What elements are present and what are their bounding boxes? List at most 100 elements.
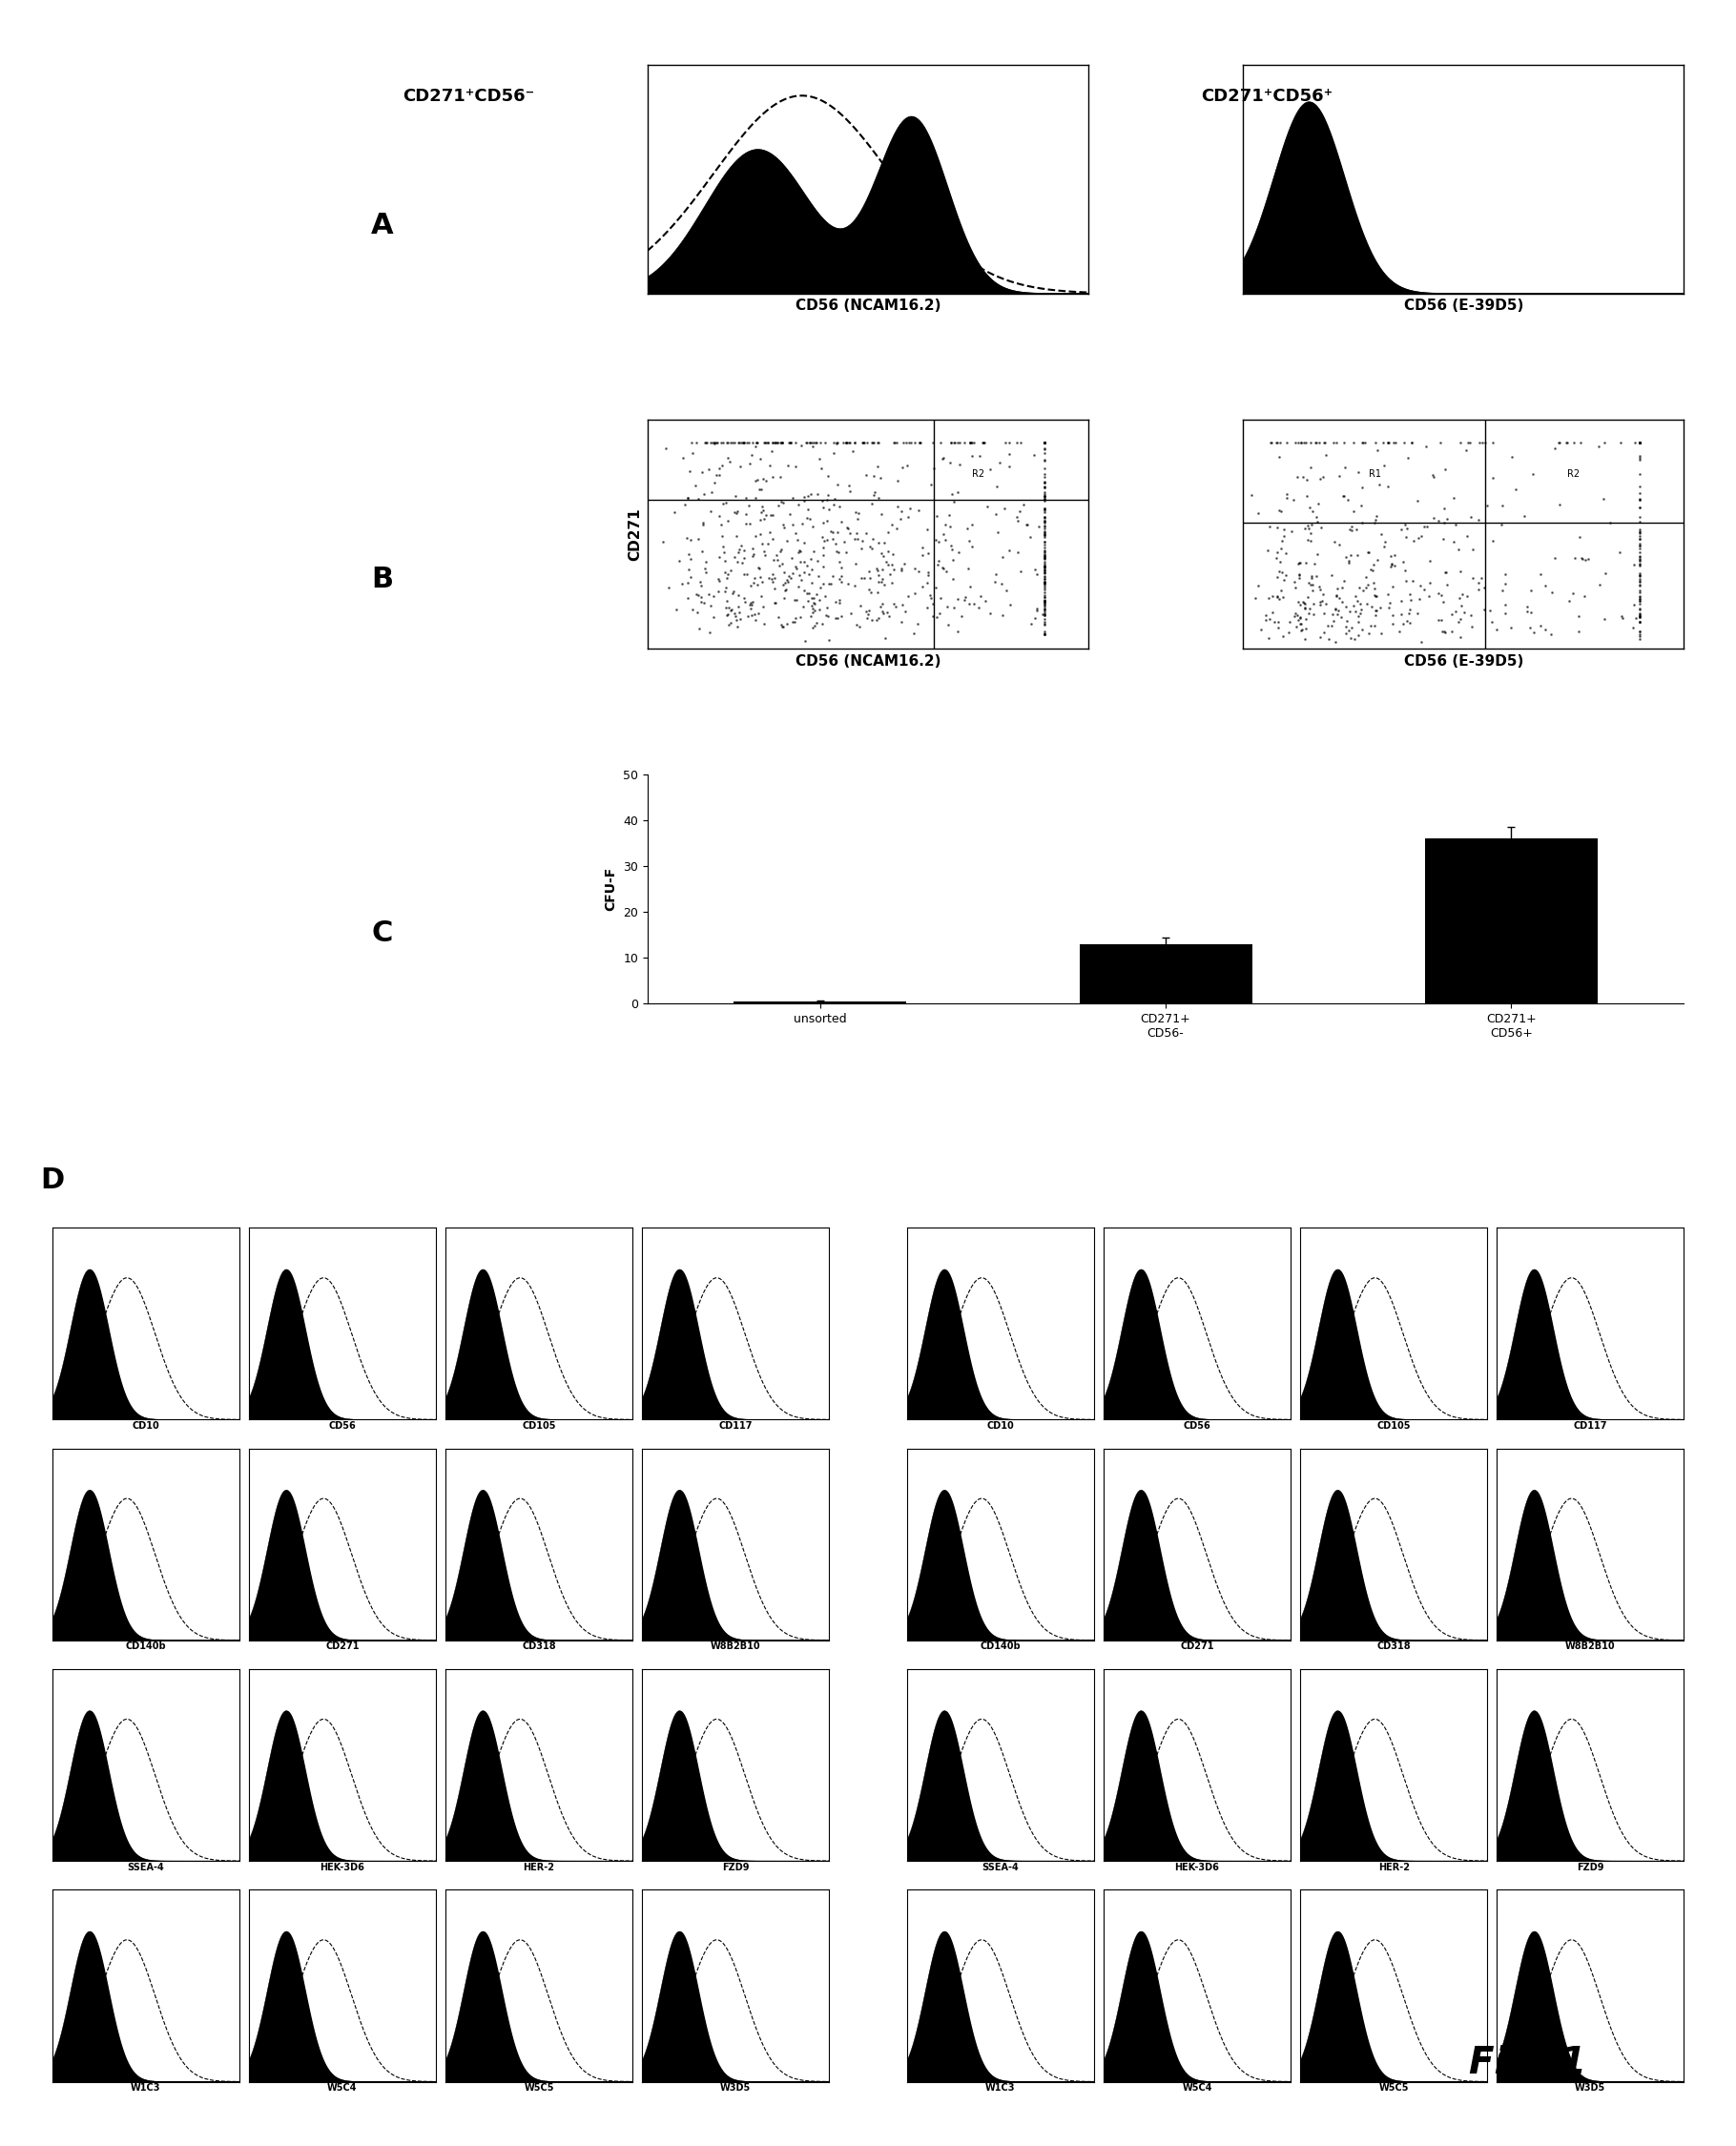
- Point: [1463, 567, 1491, 601]
- Point: [1316, 622, 1344, 657]
- Point: [1031, 607, 1059, 642]
- Point: [795, 556, 823, 590]
- Point: [1264, 425, 1292, 459]
- Point: [887, 552, 915, 586]
- Point: [1453, 519, 1481, 554]
- Point: [764, 539, 792, 573]
- Point: [1627, 442, 1654, 476]
- Point: [941, 485, 969, 519]
- Point: [837, 597, 865, 631]
- Point: [764, 543, 792, 577]
- Point: [1349, 506, 1377, 541]
- Point: [809, 607, 837, 642]
- Point: [939, 543, 967, 577]
- Text: B: B: [372, 567, 392, 592]
- Point: [734, 425, 762, 459]
- Point: [821, 526, 849, 560]
- Point: [1264, 579, 1292, 614]
- Point: [1031, 616, 1059, 650]
- Point: [816, 513, 844, 547]
- Point: [1396, 605, 1424, 640]
- Point: [1031, 541, 1059, 575]
- Point: [740, 532, 767, 567]
- Point: [1470, 571, 1498, 605]
- Point: [717, 592, 745, 627]
- Point: [799, 509, 826, 543]
- Point: [1627, 622, 1654, 657]
- Point: [1585, 429, 1613, 464]
- Point: [894, 500, 922, 534]
- Point: [715, 607, 743, 642]
- Point: [1627, 425, 1654, 459]
- Point: [790, 590, 818, 624]
- Point: [1446, 425, 1474, 459]
- Point: [1378, 599, 1406, 633]
- Point: [1370, 449, 1397, 483]
- X-axis label: CD271: CD271: [325, 1642, 359, 1650]
- Point: [1627, 543, 1654, 577]
- Point: [1483, 612, 1510, 646]
- Point: [1446, 554, 1474, 588]
- Point: [1609, 601, 1637, 635]
- Point: [799, 582, 826, 616]
- Point: [1272, 481, 1300, 515]
- Point: [1319, 425, 1347, 459]
- Point: [868, 594, 896, 629]
- Point: [828, 558, 856, 592]
- Point: [937, 528, 965, 562]
- Point: [682, 468, 710, 502]
- Point: [884, 464, 911, 498]
- Point: [684, 521, 712, 556]
- Point: [710, 487, 738, 521]
- Point: [1396, 577, 1424, 612]
- Point: [663, 592, 691, 627]
- Point: [932, 554, 960, 588]
- Point: [1627, 521, 1654, 556]
- Point: [936, 498, 963, 532]
- Point: [939, 590, 967, 624]
- Point: [920, 586, 948, 620]
- Point: [767, 607, 795, 642]
- Point: [1031, 504, 1059, 539]
- Point: [707, 506, 734, 541]
- Point: [1031, 425, 1059, 459]
- Point: [809, 524, 837, 558]
- Point: [1627, 515, 1654, 549]
- Point: [769, 609, 797, 644]
- Point: [1266, 494, 1293, 528]
- Point: [854, 554, 882, 588]
- Point: [927, 582, 955, 616]
- Point: [746, 502, 774, 536]
- Point: [865, 526, 892, 560]
- Point: [788, 506, 816, 541]
- Point: [785, 569, 812, 603]
- Point: [1031, 534, 1059, 569]
- Point: [814, 599, 842, 633]
- Point: [682, 577, 710, 612]
- Point: [1031, 515, 1059, 549]
- Point: [1292, 590, 1319, 624]
- Point: [705, 575, 733, 609]
- Point: [1264, 511, 1292, 545]
- Point: [715, 444, 743, 479]
- Point: [1627, 440, 1654, 474]
- Point: [970, 425, 998, 459]
- Point: [1031, 584, 1059, 618]
- Point: [748, 489, 776, 524]
- Point: [743, 567, 771, 601]
- Point: [924, 547, 951, 582]
- Point: [1031, 483, 1059, 517]
- Point: [1031, 515, 1059, 549]
- Point: [1552, 425, 1580, 459]
- Point: [1031, 504, 1059, 539]
- Point: [1627, 579, 1654, 614]
- Point: [698, 588, 726, 622]
- Point: [1418, 457, 1446, 491]
- Point: [1627, 476, 1654, 511]
- Point: [1281, 425, 1309, 459]
- Point: [1531, 569, 1559, 603]
- Point: [950, 425, 977, 459]
- Point: [1627, 517, 1654, 552]
- Point: [779, 509, 807, 543]
- Bar: [1425, 839, 1597, 1004]
